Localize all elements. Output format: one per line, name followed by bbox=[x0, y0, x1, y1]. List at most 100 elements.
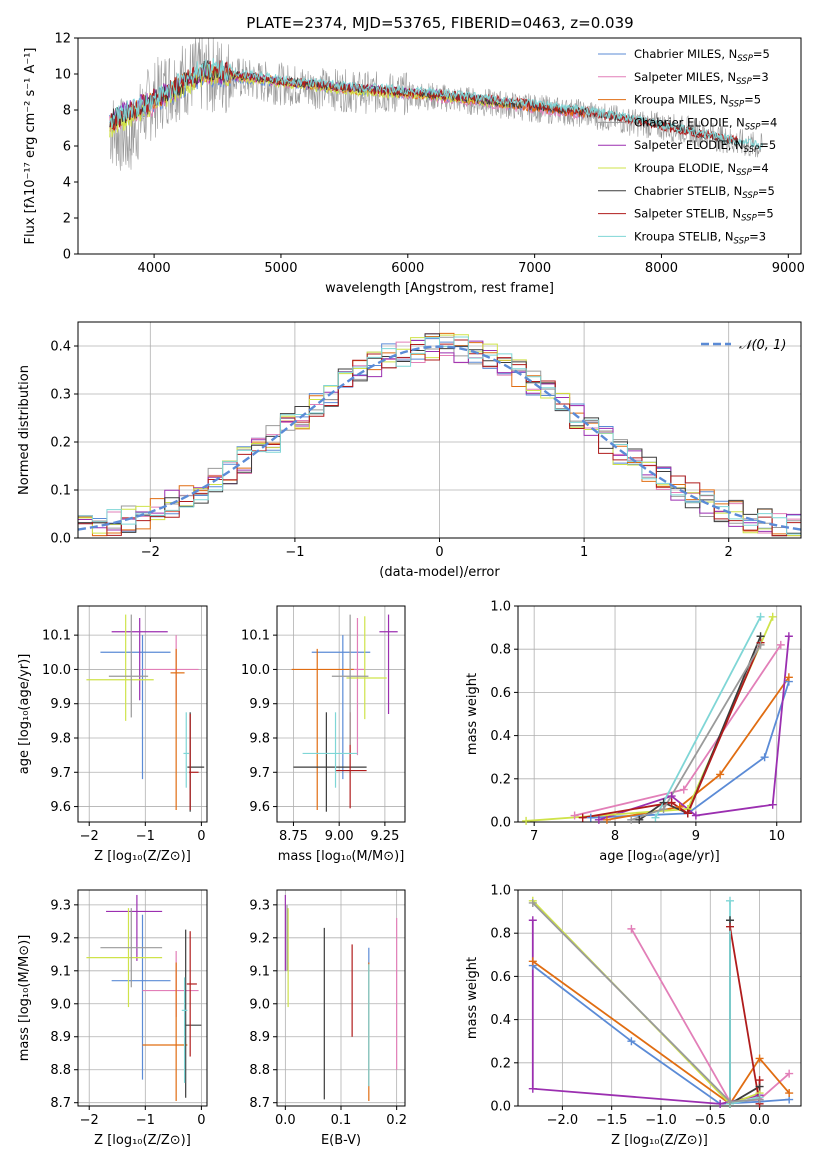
massweight_vs_age-xlabel: age [log₁₀(age/yr)] bbox=[599, 849, 720, 864]
spectrum-xtick-label: 8000 bbox=[645, 261, 678, 276]
massweight_vs_Z-series-line bbox=[532, 900, 760, 1105]
errorbar-point bbox=[100, 635, 171, 780]
errorbar-point bbox=[106, 894, 163, 961]
massweight_vs_age-point-marker bbox=[667, 798, 676, 807]
massweight_vs_age-point-marker bbox=[586, 813, 595, 822]
massweight_vs_Z-point-marker bbox=[528, 916, 537, 925]
massweight_vs_Z-point-marker bbox=[716, 1099, 725, 1108]
age_vs_Z-ytick-label: 9.7 bbox=[50, 766, 71, 781]
errorbar-point bbox=[86, 908, 163, 1008]
age_vs_Z-plot-area bbox=[86, 614, 205, 812]
massweight_vs_age-point-marker bbox=[522, 816, 531, 825]
residuals-ytick-label: 0.0 bbox=[50, 532, 71, 547]
age_vs_mass-panel: 8.75 9.00 9.25 9.6 9.7 9.8 9.9 10.0 10.1 mass [lo… bbox=[241, 605, 406, 864]
residuals-xtick-label: −1 bbox=[285, 545, 304, 560]
residuals-ytick-label: 0.4 bbox=[50, 340, 71, 355]
spectrum-ytick-label: 0 bbox=[63, 248, 71, 263]
mass_vs_Z-xtick-label: −2 bbox=[80, 1113, 99, 1128]
massweight_vs_Z-series-line bbox=[532, 902, 760, 1103]
age_vs_Z-ytick-label: 9.8 bbox=[50, 732, 71, 747]
mass_vs_Z-frame bbox=[77, 889, 208, 1107]
mass_vs_ebv-plot-area bbox=[284, 894, 398, 1102]
massweight_vs_age-ylabel: mass weight bbox=[465, 673, 480, 755]
massweight_vs_Z-xlabel: Z [log₁₀(Z/Z⊙)] bbox=[611, 1133, 708, 1148]
massweight_vs_age-series-line bbox=[526, 616, 774, 822]
mass_vs_Z-ytick-label: 8.7 bbox=[50, 1096, 71, 1111]
errorbar-point bbox=[311, 635, 371, 780]
spectrum-model-line bbox=[109, 58, 764, 150]
massweight_vs_age-xtick-label: 7 bbox=[530, 829, 538, 844]
massweight_vs_age-plot-area bbox=[526, 616, 790, 822]
spectrum-xtick-label: 9000 bbox=[772, 261, 805, 276]
massweight_vs_age-point-marker bbox=[679, 785, 688, 794]
massweight_vs_age-point-marker bbox=[756, 640, 765, 649]
massweight_vs_Z-xtick-label: −1.5 bbox=[596, 1113, 628, 1128]
spectrum-ylabel: Flux [fλ10⁻¹⁷ erg cm⁻² s⁻¹ A⁻¹] bbox=[23, 48, 38, 245]
massweight_vs_Z-ytick-label: 0.0 bbox=[490, 1100, 511, 1115]
massweight_vs_age-series-line bbox=[598, 636, 790, 821]
massweight_vs_Z-series-line bbox=[531, 920, 760, 1105]
massweight_vs_age-point-marker bbox=[768, 800, 777, 809]
massweight_vs_age-xtick-label: 8 bbox=[611, 829, 619, 844]
massweight_vs_age-frame bbox=[517, 605, 802, 823]
errorbar-point bbox=[170, 648, 185, 810]
errorbar-point bbox=[108, 614, 149, 718]
residuals-ytick-label: 0.3 bbox=[50, 388, 71, 403]
age_vs_mass-ytick-label: 10.0 bbox=[241, 663, 270, 678]
residuals-ytick-label: 0.1 bbox=[50, 484, 71, 499]
mass_vs_Z-ylabel: mass [log₁₀(M/M⊙)] bbox=[17, 935, 32, 1062]
massweight_vs_age-point-marker bbox=[578, 813, 587, 822]
spectrum-xtick-label: 4000 bbox=[138, 261, 171, 276]
massweight_vs_age-point-marker bbox=[776, 640, 785, 649]
massweight_vs_age-xtick-label: 10 bbox=[768, 829, 785, 844]
massweight_vs_Z-ytick-label: 0.6 bbox=[490, 970, 511, 985]
residuals-panel: −2 −1 0 1 2 0.0 0.1 0.2 0.3 0.4 (data-model)/error… bbox=[17, 321, 802, 580]
massweight_vs_Z-ytick-label: 0.2 bbox=[490, 1056, 511, 1071]
mass_vs_Z-plot-area bbox=[86, 894, 202, 1102]
errorbar-point bbox=[335, 712, 367, 809]
errorbar-point bbox=[346, 616, 387, 720]
mass_vs_ebv-xtick-label: 0.2 bbox=[386, 1113, 407, 1128]
age_vs_mass-plot-area bbox=[291, 614, 398, 812]
massweight_vs_age-panel: 7 8 9 10 0.0 0.2 0.4 0.6 0.8 1.0 age [log₁₀(age/yr… bbox=[465, 600, 802, 864]
massweight_vs_age-ytick-label: 1.0 bbox=[490, 600, 511, 615]
massweight_vs_Z-point-marker bbox=[528, 898, 537, 907]
legend-label: Chabrier ELODIE, NSSP=4 bbox=[634, 115, 777, 132]
residuals-plot-area bbox=[78, 332, 801, 537]
mass_vs_Z-ytick-label: 8.9 bbox=[50, 1030, 71, 1045]
massweight_vs_Z-point-marker bbox=[785, 1069, 794, 1078]
age_vs_Z-ytick-label: 9.6 bbox=[50, 800, 71, 815]
massweight_vs_Z-series-line bbox=[532, 960, 790, 1106]
massweight_vs_age-point-marker bbox=[784, 673, 793, 682]
massweight_vs_Z-ytick-label: 0.4 bbox=[490, 1013, 511, 1028]
age_vs_Z-ylabel: age [log₁₀(age/yr)] bbox=[17, 654, 32, 775]
figure-title: PLATE=2374, MJD=53765, FIBERID=0463, z=0… bbox=[246, 14, 633, 32]
massweight_vs_Z-xtick-label: −0.5 bbox=[694, 1113, 726, 1128]
legend-label: Salpeter ELODIE, NSSP=5 bbox=[634, 138, 776, 155]
age_vs_Z-ytick-label: 10.1 bbox=[42, 629, 71, 644]
mass_vs_ebv-xtick-label: 0.1 bbox=[331, 1113, 352, 1128]
massweight_vs_age-point-marker bbox=[659, 805, 668, 814]
spectrum-ytick-label: 2 bbox=[63, 212, 71, 227]
spectrum-ytick-label: 4 bbox=[63, 176, 71, 191]
legend-label: Kroupa ELODIE, NSSP=4 bbox=[634, 161, 769, 178]
errorbar-point bbox=[379, 614, 398, 714]
massweight_vs_Z-point-marker bbox=[755, 1095, 764, 1104]
massweight_vs_Z-xtick-label: −2.0 bbox=[547, 1113, 579, 1128]
residual-histogram-step bbox=[78, 339, 801, 537]
age_vs_mass-frame bbox=[276, 605, 406, 823]
massweight_vs_age-xtick-label: 9 bbox=[692, 829, 700, 844]
age_vs_mass-ytick-label: 10.1 bbox=[241, 629, 270, 644]
errorbar-point bbox=[291, 648, 354, 810]
massweight_vs_age-point-marker bbox=[716, 770, 725, 779]
massweight_vs_age-point-marker bbox=[760, 753, 769, 762]
mass_vs_Z-ytick-label: 9.0 bbox=[50, 997, 71, 1012]
age_vs_mass-xtick-label: 9.00 bbox=[325, 829, 354, 844]
spectrum-ytick-label: 10 bbox=[54, 68, 71, 83]
massweight_vs_Z-point-marker bbox=[755, 1054, 764, 1063]
age_vs_Z-xtick-label: −2 bbox=[80, 829, 99, 844]
mass_vs_ebv-xlabel: E(B-V) bbox=[321, 1133, 361, 1148]
errorbar-point bbox=[184, 929, 202, 1098]
mass_vs_Z-xtick-label: 0 bbox=[197, 1113, 205, 1128]
